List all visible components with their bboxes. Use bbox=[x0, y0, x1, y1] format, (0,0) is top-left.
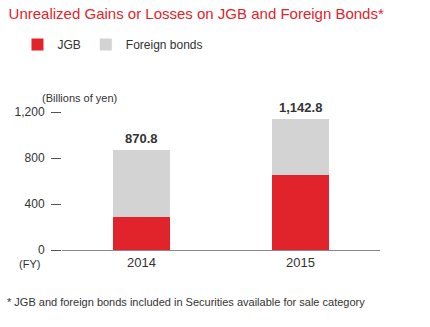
svg-text:(FY): (FY) bbox=[19, 258, 40, 270]
svg-text:(Billions of yen): (Billions of yen) bbox=[42, 92, 117, 104]
svg-text:1,200: 1,200 bbox=[15, 105, 45, 119]
svg-text:2014: 2014 bbox=[127, 255, 156, 270]
svg-text:400: 400 bbox=[25, 197, 45, 211]
svg-text:2015: 2015 bbox=[286, 255, 315, 270]
svg-text:0: 0 bbox=[38, 243, 45, 257]
svg-text:870.8: 870.8 bbox=[125, 131, 158, 146]
svg-text:1,142.8: 1,142.8 bbox=[279, 100, 322, 115]
svg-text:Unrealized Gains or Losses on: Unrealized Gains or Losses on JGB and Fo… bbox=[9, 5, 384, 22]
svg-text:800: 800 bbox=[25, 151, 45, 165]
svg-text:Foreign bonds: Foreign bonds bbox=[126, 38, 203, 52]
svg-text:JGB: JGB bbox=[57, 38, 80, 52]
svg-text:* JGB and foreign bonds includ: * JGB and foreign bonds included in Secu… bbox=[7, 296, 365, 308]
